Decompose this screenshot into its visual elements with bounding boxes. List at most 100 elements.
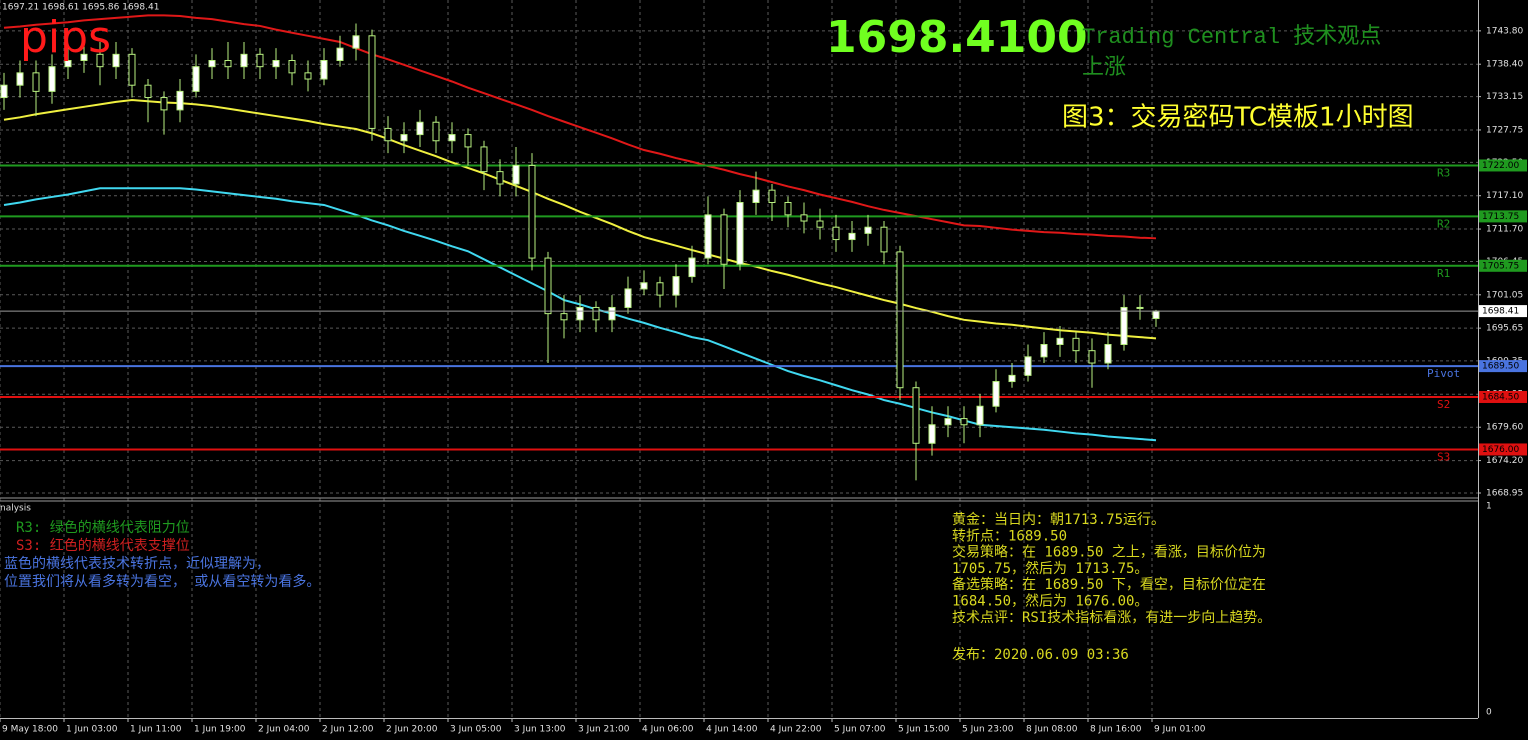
y-tick-label: 1717.10 <box>1486 191 1523 201</box>
candle-body <box>432 121 440 142</box>
candle-body <box>896 251 904 389</box>
candle-body <box>720 214 728 265</box>
x-tick-label: 9 May 18:00 <box>2 725 58 735</box>
candle-body <box>1040 344 1048 358</box>
candle-body <box>48 66 56 92</box>
candle-body <box>384 127 392 142</box>
moving-average <box>3 14 1157 240</box>
y-tick-label: 1733.15 <box>1486 92 1523 102</box>
indicator-tick-label: 0 <box>1486 708 1492 718</box>
note: 位置我们将从看多转为看空， 或从看空转为看多。 <box>4 573 320 590</box>
level-tag-label: 1689.50 <box>1482 362 1519 372</box>
x-tick-label: 3 Jun 21:00 <box>578 725 630 735</box>
level-tag <box>1479 360 1527 373</box>
candle-body <box>1088 350 1096 364</box>
x-tick-label: 5 Jun 23:00 <box>962 725 1014 735</box>
commentary: 1684.50，然后为 1676.00。 <box>952 593 1148 610</box>
candle-body <box>480 146 488 173</box>
level-tag-label: 1722.00 <box>1482 161 1519 171</box>
candle-body <box>912 387 920 444</box>
candle-body <box>448 134 456 142</box>
y-tick-label: 1743.80 <box>1486 26 1523 36</box>
candle-body <box>880 226 888 253</box>
candle-body <box>0 84 8 99</box>
level-tag <box>1479 259 1527 272</box>
candle-body <box>256 53 264 68</box>
candle-body <box>1120 306 1128 346</box>
x-tick-label: 2 Jun 04:00 <box>258 725 310 735</box>
candle-body <box>64 60 72 68</box>
level-tag <box>1479 443 1527 456</box>
x-tick-label: 3 Jun 05:00 <box>450 725 502 735</box>
candle-body <box>352 35 360 49</box>
symbol-label: pips <box>20 12 111 63</box>
candle-body <box>672 276 680 296</box>
candle-body <box>608 306 616 321</box>
candle-body <box>144 84 152 99</box>
candle-body <box>1008 374 1016 383</box>
candle-body <box>704 214 712 259</box>
level-name: S2 <box>1437 398 1450 411</box>
candle-body <box>576 306 584 321</box>
commentary: 黄金：当日内：朝1713.75运行。 <box>952 511 1165 528</box>
x-tick-label: 4 Jun 14:00 <box>706 725 758 735</box>
candle-body <box>112 53 120 68</box>
note: R3: 绿色的横线代表阻力位 <box>16 519 190 536</box>
y-tick-label: 1679.60 <box>1486 423 1523 433</box>
candle-body <box>32 72 40 92</box>
level-tag <box>1479 159 1527 172</box>
candle-body <box>240 53 248 68</box>
ohlc-label: 1697.21 1698.61 1695.86 1698.41 <box>2 3 159 13</box>
candle-body <box>768 189 776 204</box>
level-name: R3 <box>1437 166 1450 179</box>
candle-body <box>864 226 872 234</box>
x-tick-label: 8 Jun 16:00 <box>1090 725 1142 735</box>
candle-body <box>656 282 664 296</box>
candle-body <box>1104 344 1112 364</box>
chart-title: 图3：交易密码TC模板1小时图 <box>1062 103 1414 133</box>
y-tick-label: 1727.75 <box>1486 125 1523 135</box>
x-tick-label: 9 Jun 01:00 <box>1154 725 1206 735</box>
commentary: 1705.75，然后为 1713.75。 <box>952 560 1148 577</box>
candle-body <box>640 282 648 290</box>
candle-body <box>1024 356 1032 376</box>
y-tick-label: 1674.20 <box>1486 456 1523 466</box>
candle-body <box>176 90 184 111</box>
candle-body <box>224 60 232 68</box>
commentary: 备选策略：在 1689.50 下，看空，目标价位定在 <box>952 576 1266 593</box>
candle-body <box>832 226 840 241</box>
moving-average <box>3 99 1157 340</box>
x-tick-label: 2 Jun 12:00 <box>322 725 374 735</box>
candle-body <box>208 60 216 68</box>
level-name: R2 <box>1437 217 1450 230</box>
candle-body <box>624 288 632 308</box>
x-tick-label: 8 Jun 08:00 <box>1026 725 1078 735</box>
candle-body <box>976 405 984 426</box>
y-tick-label: 1711.70 <box>1486 225 1523 235</box>
candle-body <box>560 313 568 321</box>
candle-body <box>848 232 856 241</box>
indicator-tick-label: 1 <box>1486 502 1492 512</box>
level-tag-label: 1705.75 <box>1482 261 1519 271</box>
candle-body <box>992 381 1000 407</box>
candle-body <box>288 60 296 74</box>
level-tag <box>1479 210 1527 223</box>
published: 发布：2020.06.09 03:36 <box>952 647 1129 663</box>
level-tag-label: 1676.00 <box>1482 445 1519 455</box>
overlay: 1697.21 1698.61 1695.86 1698.41 pips 169… <box>0 3 1414 514</box>
candle-body <box>96 53 104 68</box>
candle-body <box>736 202 744 265</box>
candle-body <box>496 171 504 185</box>
level-name: Pivot <box>1427 367 1460 380</box>
candle-body <box>928 424 936 444</box>
candle-body <box>528 164 536 259</box>
candle-body <box>512 164 520 185</box>
x-tick-label: 4 Jun 06:00 <box>642 725 694 735</box>
candle-body <box>416 121 424 136</box>
x-tick-label: 5 Jun 07:00 <box>834 725 886 735</box>
candle-body <box>16 72 24 86</box>
candle-body <box>960 418 968 426</box>
